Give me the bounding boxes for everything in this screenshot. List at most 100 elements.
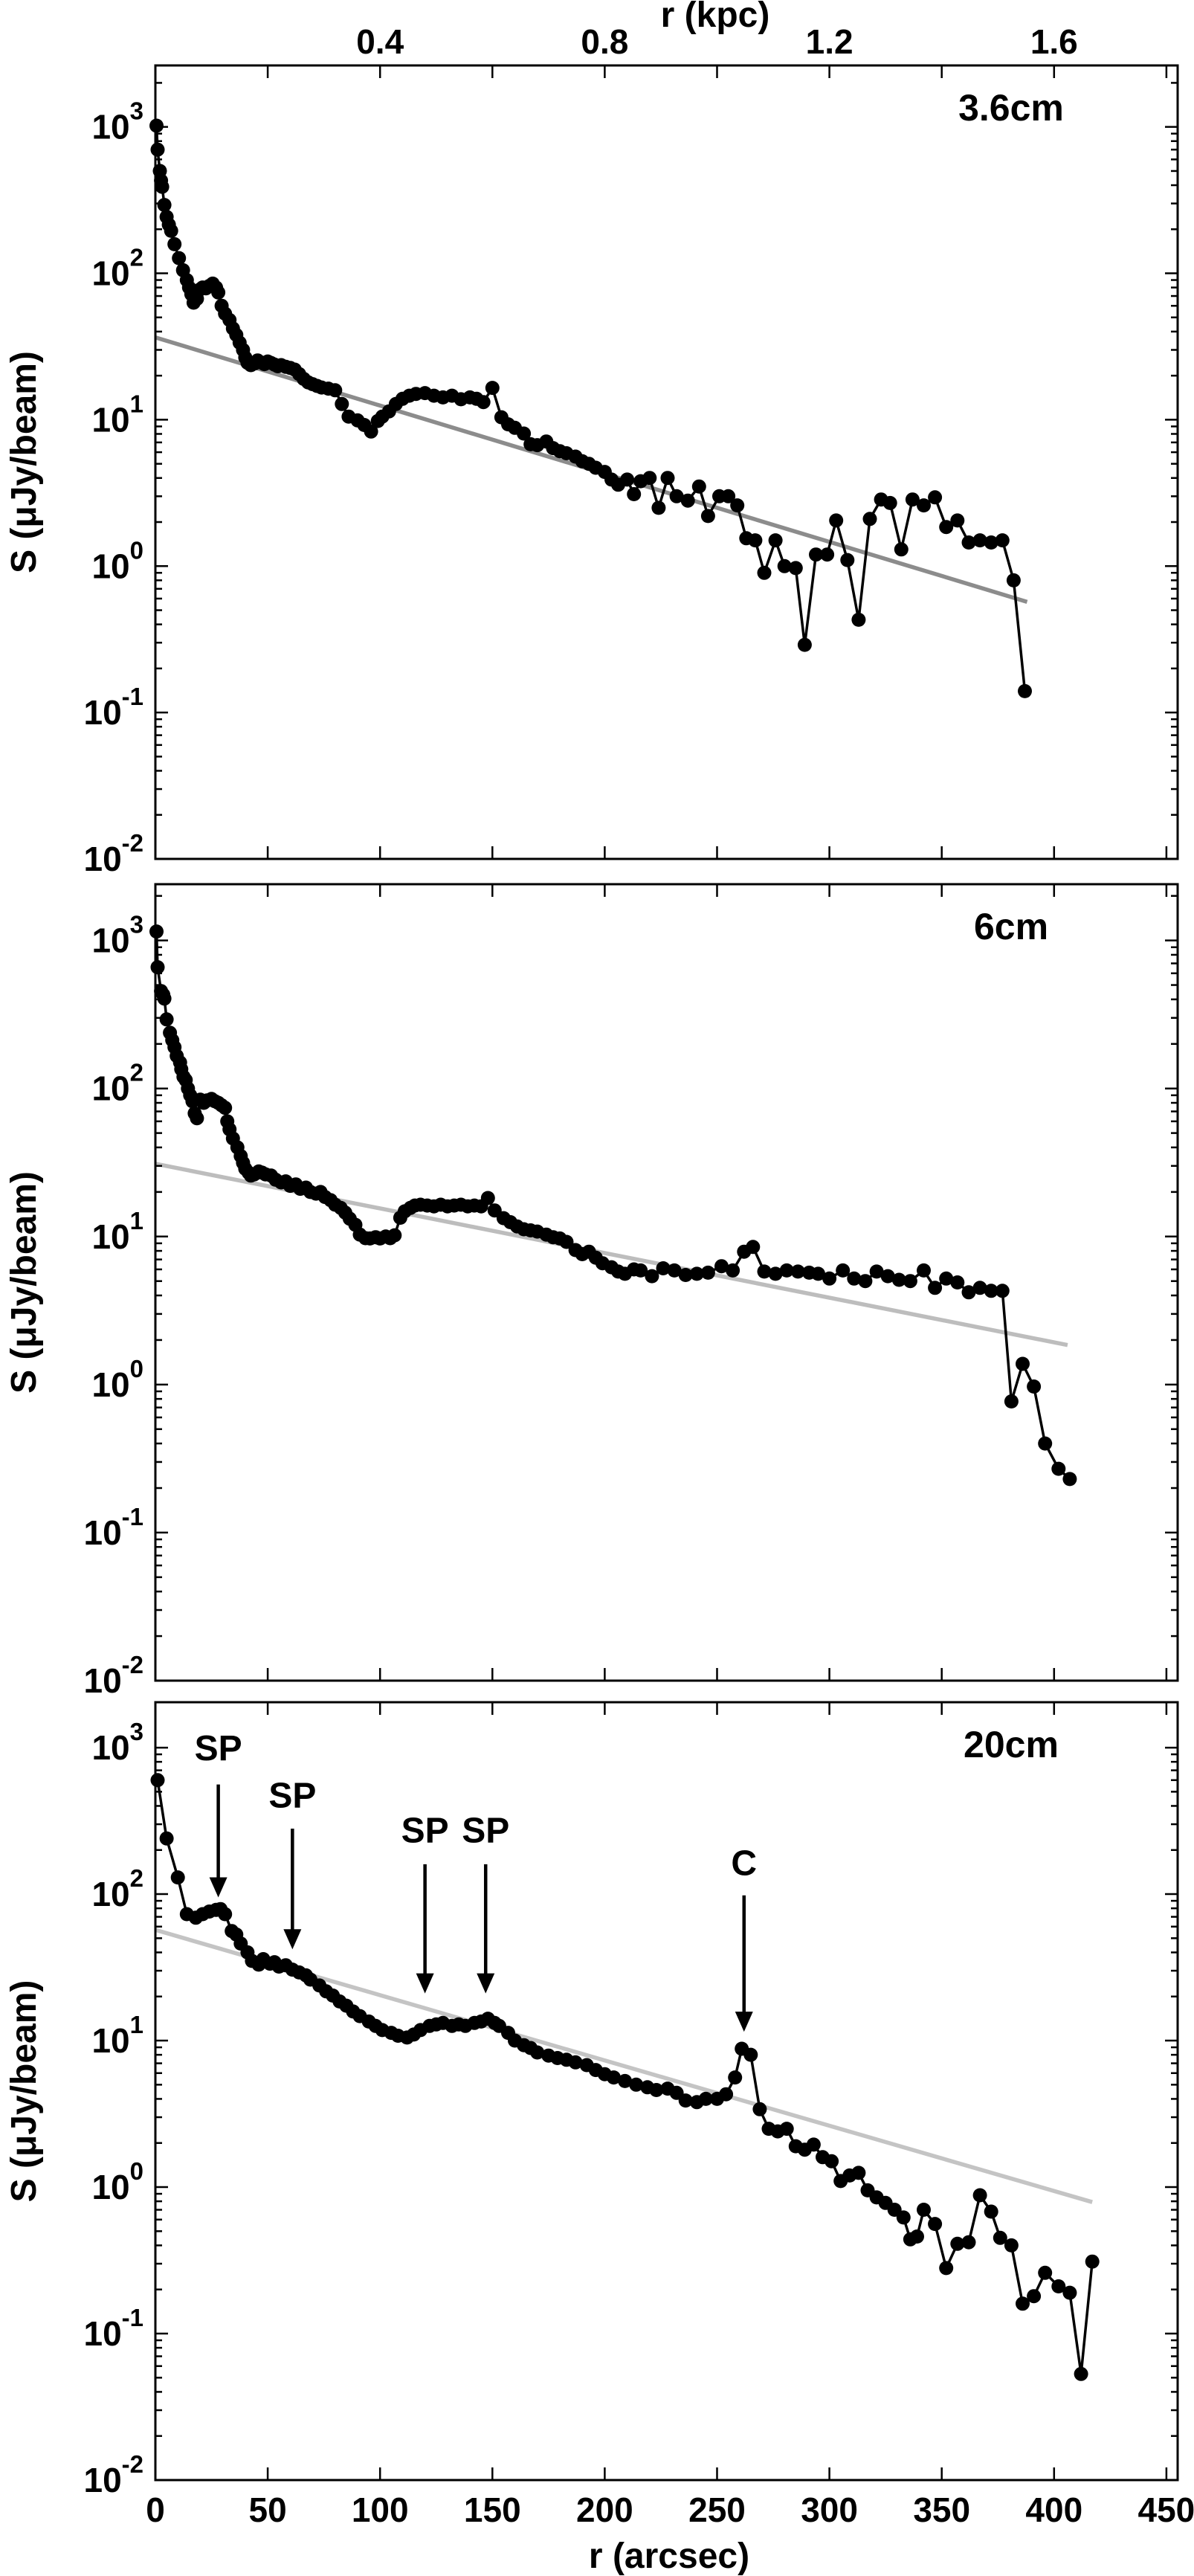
- data-point: [910, 2229, 924, 2244]
- arrow-head: [477, 1973, 495, 1994]
- data-point: [752, 2102, 767, 2116]
- data-point: [167, 236, 182, 251]
- data-point: [882, 495, 897, 510]
- data-point: [660, 471, 675, 486]
- data-point: [726, 1263, 740, 1278]
- data-point: [190, 1111, 204, 1126]
- data-point: [869, 1264, 884, 1279]
- data-point: [335, 396, 349, 411]
- y-tick-label: 101: [91, 1207, 143, 1256]
- data-point: [530, 2045, 545, 2060]
- data-point: [618, 2073, 633, 2088]
- data-point: [691, 479, 706, 494]
- data-point: [698, 2091, 713, 2106]
- data-point: [689, 1266, 704, 1281]
- data-point: [678, 1268, 693, 1282]
- data-point: [903, 1274, 917, 1289]
- data-point: [607, 2070, 621, 2085]
- arrow-head: [283, 1929, 302, 1950]
- panel-label: 3.6cm: [958, 87, 1064, 129]
- data-point: [840, 553, 855, 567]
- data-point: [984, 2204, 998, 2219]
- data-point: [820, 547, 835, 562]
- data-point: [995, 533, 1010, 548]
- annotation-label: C: [731, 1844, 757, 1883]
- x-tick-label: 150: [464, 2490, 521, 2529]
- y-axis-title: S (μJy/beam): [4, 351, 44, 573]
- data-point: [917, 2203, 931, 2217]
- annotation-c-arrow: C: [731, 1844, 757, 2032]
- data-point: [159, 1012, 174, 1027]
- panel-label: 20cm: [964, 1724, 1059, 1765]
- data-point: [1085, 2254, 1100, 2269]
- data-point: [993, 2230, 1007, 2245]
- data-point: [700, 1265, 715, 1280]
- annotation-label: SP: [268, 1777, 316, 1816]
- data-point: [880, 1269, 895, 1284]
- kpc-tick-label: 1.2: [806, 22, 853, 61]
- data-point: [1006, 573, 1021, 587]
- annotation-sp-arrow: SP: [401, 1812, 449, 1994]
- data-point: [719, 2087, 734, 2102]
- annotation-sp-arrow: SP: [462, 1812, 509, 1994]
- y-tick-label: 100: [91, 1355, 143, 1404]
- data-point: [1027, 1379, 1042, 1394]
- data-point: [896, 2210, 911, 2225]
- y-tick-label: 10-2: [83, 829, 143, 878]
- data-point: [811, 1266, 825, 1281]
- x-tick-label: 250: [688, 2490, 746, 2529]
- data-point: [939, 1271, 954, 1286]
- data-point: [928, 2217, 943, 2232]
- kpc-tick-label: 0.4: [356, 22, 404, 61]
- arrow-head: [416, 1973, 434, 1994]
- data-point: [743, 2047, 758, 2062]
- x-tick-label: 300: [801, 2490, 858, 2529]
- y-axis-title: S (μJy/beam): [4, 1980, 44, 2203]
- data-point: [642, 471, 657, 486]
- data-point: [1004, 1394, 1019, 1408]
- data-point: [984, 1284, 998, 1298]
- data-point: [862, 512, 877, 527]
- data-point: [1062, 1472, 1077, 1487]
- data-point: [656, 1261, 671, 1275]
- panel-3.6cm: 103 102 101 100 10-1 10-2 S (μJy/beam) 3.6cm 0.4…: [4, 0, 1179, 878]
- data-point: [170, 1870, 185, 1885]
- x-tick-label: 350: [913, 2490, 970, 2529]
- data-point: [218, 1101, 233, 1115]
- x-tick-label: 200: [576, 2490, 633, 2529]
- x-tick-label: 0: [146, 2490, 165, 2529]
- data-point: [788, 561, 803, 576]
- data-point: [972, 533, 987, 548]
- axes-box: [154, 64, 1179, 860]
- annotation-label: SP: [195, 1729, 242, 1768]
- data-point: [714, 1259, 729, 1274]
- data-point: [950, 513, 965, 528]
- panel-20cm: 103 102 101 100 10-1 10-2 S (μJy/beam) 20cm 0 50 1…: [4, 1701, 1194, 2576]
- data-point: [157, 198, 172, 213]
- data-point: [517, 426, 532, 441]
- data-point: [984, 535, 998, 550]
- data-point: [836, 1263, 851, 1278]
- data-point: [950, 2236, 965, 2251]
- data-point: [972, 1281, 987, 1295]
- data-point: [894, 542, 909, 557]
- data-point: [627, 487, 642, 501]
- data-point: [824, 2154, 839, 2168]
- data-point: [678, 2093, 693, 2108]
- data-point: [757, 565, 772, 580]
- data-point: [211, 285, 226, 300]
- y-tick-label: 10-1: [83, 2304, 143, 2353]
- y-tick-label: 10-1: [83, 1503, 143, 1552]
- annotation-sp-arrow: SP: [268, 1777, 316, 1950]
- data-point: [809, 547, 823, 562]
- data-point: [1027, 2289, 1042, 2304]
- data-point: [917, 498, 931, 513]
- data-point: [757, 1264, 772, 1279]
- data-point: [1038, 2265, 1053, 2280]
- data-point: [851, 2166, 866, 2180]
- data-point: [1016, 1356, 1030, 1371]
- data-point: [950, 1275, 965, 1289]
- data-point: [797, 637, 812, 652]
